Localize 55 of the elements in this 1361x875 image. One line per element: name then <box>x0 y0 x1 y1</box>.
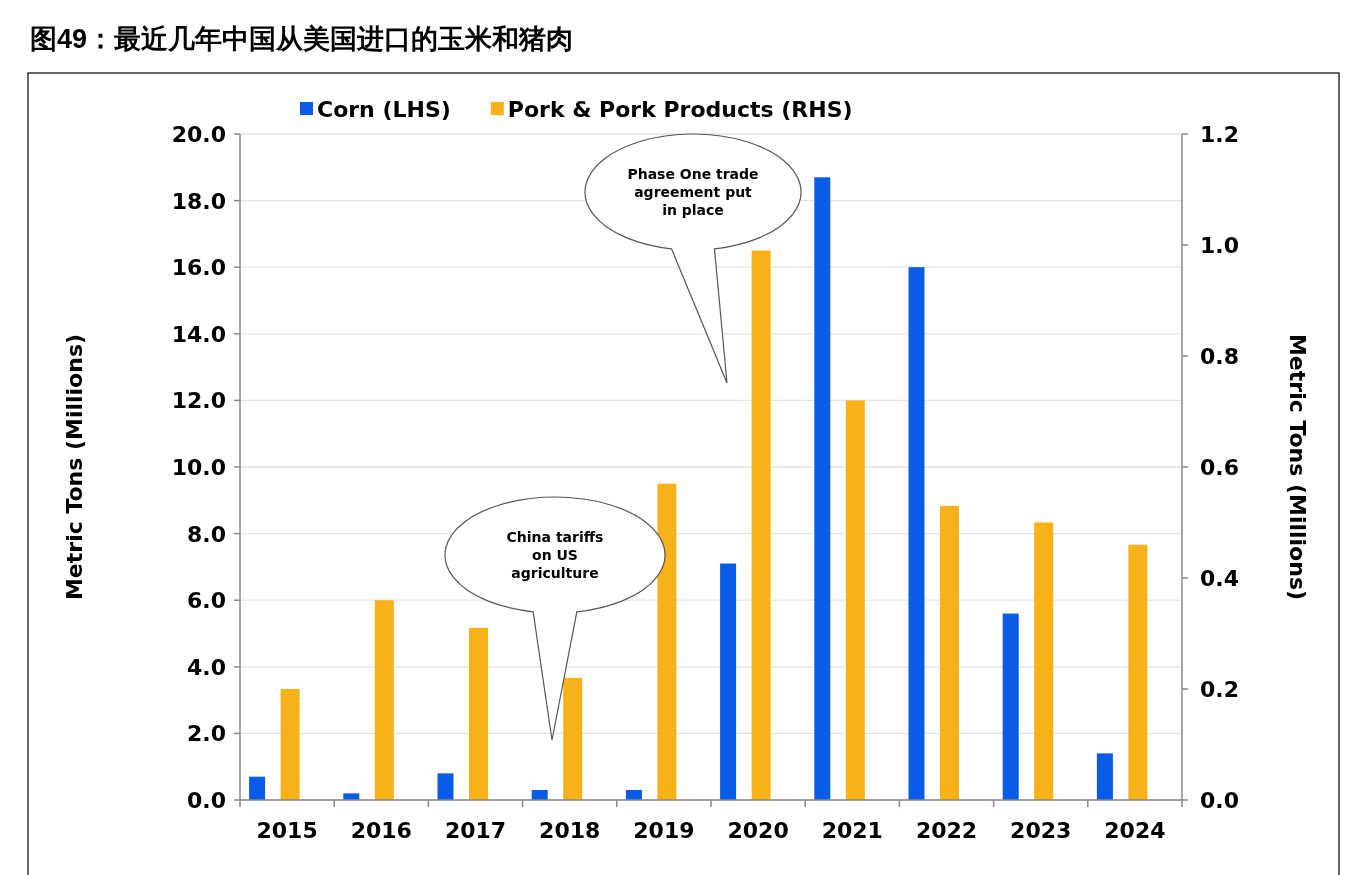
y-tick-label: 8.0 <box>187 521 226 547</box>
legend-label: Corn (LHS) <box>317 97 451 122</box>
x-tick-label: 2024 <box>1104 818 1166 843</box>
x-tick-label: 2019 <box>633 818 695 843</box>
annotation: China tariffs on US agriculture <box>506 529 604 581</box>
bar <box>374 600 394 800</box>
y2-tick-label: 0.4 <box>1200 566 1239 591</box>
bar <box>908 267 925 800</box>
bar <box>751 250 771 800</box>
bar <box>657 483 677 800</box>
bar <box>1034 522 1054 800</box>
bar <box>531 790 548 800</box>
bar <box>563 677 583 800</box>
bar <box>1002 613 1019 800</box>
bar <box>814 177 831 800</box>
x-tick-label: 2021 <box>821 818 883 843</box>
y2-tick-label: 1.0 <box>1200 233 1239 258</box>
bar <box>437 773 454 800</box>
y2-tick-label: 1.2 <box>1200 122 1239 147</box>
bar <box>343 793 360 800</box>
y-axis-title: Metric Tons (Millions) <box>62 333 87 601</box>
chart-title: 图49：最近几年中国从美国进口的玉米和猪肉 <box>30 24 574 54</box>
y-tick-label: 6.0 <box>187 588 226 614</box>
y2-tick-label: 0.8 <box>1200 344 1239 369</box>
bar <box>469 627 488 800</box>
y-tick-label: 20.0 <box>171 122 226 147</box>
y2-tick-label: 0.6 <box>1200 455 1239 480</box>
bar <box>720 563 737 800</box>
bar <box>1096 753 1113 800</box>
y-tick-label: 16.0 <box>171 255 226 281</box>
bar <box>249 776 266 800</box>
x-tick-label: 2017 <box>444 818 507 843</box>
y-tick-label: 4.0 <box>187 654 226 680</box>
x-tick-label: 2020 <box>727 818 789 843</box>
y-tick-label: 10.0 <box>171 455 226 480</box>
legend-label: Pork & Pork Products (RHS) <box>507 97 853 122</box>
bar <box>280 689 300 800</box>
y-tick-label: 2.0 <box>187 721 226 747</box>
bar <box>625 790 642 800</box>
y-tick-label: 14.0 <box>171 321 226 347</box>
x-tick-label: 2023 <box>1010 818 1072 843</box>
x-tick-label: 2022 <box>915 818 978 843</box>
bar <box>845 400 865 800</box>
y2-tick-label: 0.2 <box>1200 677 1239 702</box>
x-tick-label: 2015 <box>256 818 318 843</box>
y2-axis-title: Metric Tons (Millions) <box>1285 333 1310 601</box>
y-tick-label: 12.0 <box>171 388 226 414</box>
y2-tick-label: 0.0 <box>1200 788 1239 813</box>
annotation: Phase One trade agreement put in place <box>627 166 759 218</box>
bar <box>1128 544 1148 800</box>
x-tick-label: 2016 <box>350 818 412 843</box>
x-tick-label: 2018 <box>539 818 601 843</box>
y-tick-label: 18.0 <box>171 188 226 214</box>
bar <box>940 505 959 800</box>
y-tick-label: 0.0 <box>187 788 226 813</box>
